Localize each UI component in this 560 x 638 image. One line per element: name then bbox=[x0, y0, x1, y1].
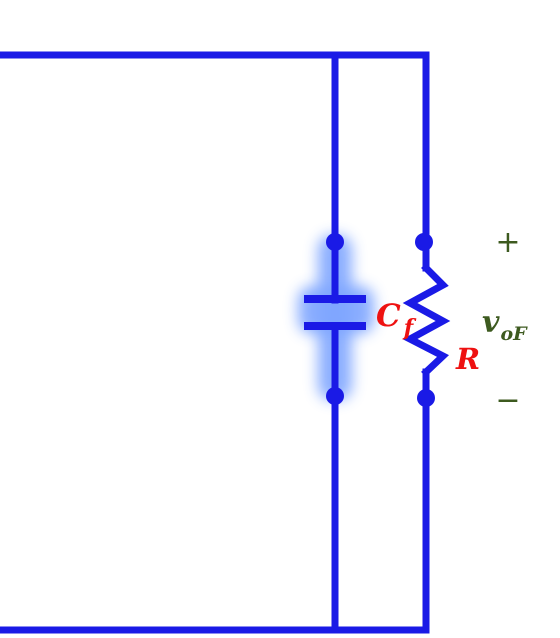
capacitor-bottom-node bbox=[326, 387, 344, 405]
capacitor-symbol bbox=[304, 295, 366, 330]
capacitor-top-plate bbox=[304, 295, 366, 303]
minus-sign: − bbox=[495, 383, 520, 418]
resistor-top-node bbox=[415, 233, 433, 251]
plus-sign: + bbox=[495, 225, 520, 260]
capacitor-bottom-plate bbox=[304, 322, 366, 330]
capacitor-top-node bbox=[326, 233, 344, 251]
junction-dots bbox=[326, 233, 435, 407]
wires bbox=[0, 51, 430, 634]
resistor-label: R bbox=[455, 342, 480, 376]
capacitor-label-sub: f bbox=[402, 315, 417, 341]
voltage-label-sub: oF bbox=[500, 323, 528, 345]
capacitor-label-main: C bbox=[376, 298, 401, 334]
resistor-symbol bbox=[402, 263, 451, 377]
resistor-bottom-node bbox=[417, 389, 435, 407]
voltage-label-main: v bbox=[482, 305, 500, 340]
voltage-label: voF bbox=[482, 305, 528, 345]
